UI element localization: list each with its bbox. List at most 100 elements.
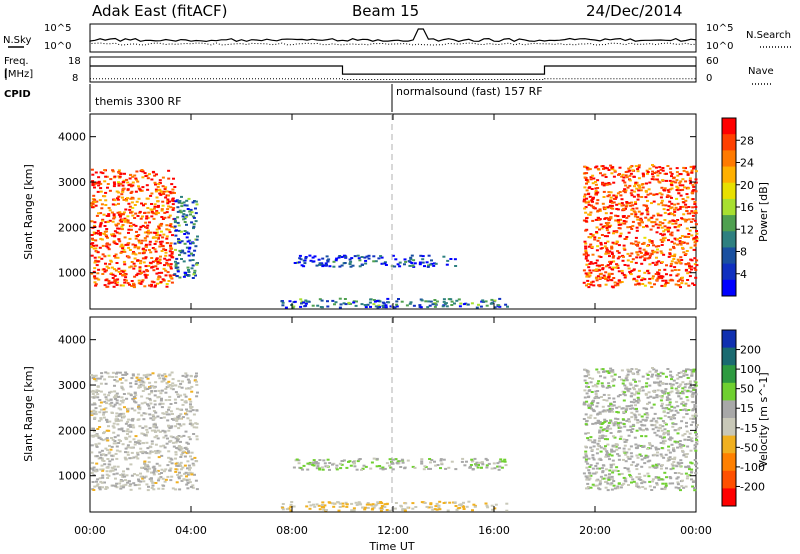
scatter-cell xyxy=(94,379,98,382)
scatter-cell xyxy=(670,182,674,184)
scatter-cell xyxy=(113,216,117,219)
scatter-cell xyxy=(112,214,116,217)
scatter-cell xyxy=(591,280,595,283)
scatter-cell xyxy=(614,266,618,269)
scatter-cell xyxy=(670,463,674,466)
scatter-cell xyxy=(182,213,186,216)
scatter-cell xyxy=(166,198,170,201)
x-tick-label: 00:00 xyxy=(74,524,106,537)
scatter-cell xyxy=(585,284,588,287)
scatter-cell xyxy=(679,459,683,462)
scatter-cell xyxy=(672,258,676,260)
scatter-cell xyxy=(679,376,683,379)
scatter-cell xyxy=(189,374,193,377)
scatter-cell xyxy=(686,475,690,478)
scatter-cell xyxy=(693,263,697,266)
scatter-cell xyxy=(154,265,158,268)
scatter-cell xyxy=(648,384,652,387)
scatter-cell xyxy=(384,264,388,266)
scatter-cell xyxy=(391,462,395,465)
scatter-cell xyxy=(129,463,133,466)
scatter-cell xyxy=(582,418,586,420)
scatter-cell xyxy=(104,234,108,237)
scatter-cell xyxy=(649,395,653,398)
scatter-cell xyxy=(114,256,118,259)
scatter-cell xyxy=(322,508,326,511)
scatter-cell xyxy=(619,232,623,235)
scatter-cell xyxy=(632,175,636,178)
scatter-cell xyxy=(176,269,180,272)
scatter-cell xyxy=(411,465,415,468)
scatter-cell xyxy=(676,405,680,408)
scatter-cell xyxy=(150,210,154,213)
scatter-cell xyxy=(160,250,164,252)
scatter-cell xyxy=(666,165,670,167)
scatter-cell xyxy=(661,234,665,237)
scatter-cell xyxy=(115,402,119,405)
scatter-cell xyxy=(171,191,175,194)
scatter-cell xyxy=(399,466,403,468)
scatter-cell xyxy=(666,208,670,211)
scatter-cell xyxy=(670,260,674,263)
scatter-cell xyxy=(401,461,405,464)
scatter-cell xyxy=(389,466,393,469)
scatter-cell xyxy=(635,280,639,282)
scatter-cell xyxy=(631,478,635,481)
scatter-cell xyxy=(106,186,109,189)
scatter-cell xyxy=(606,279,610,282)
scatter-cell xyxy=(624,184,628,187)
scatter-cell xyxy=(96,190,100,193)
nsky-tick-bottom: 10^0 xyxy=(44,41,71,52)
scatter-cell xyxy=(607,169,611,171)
scatter-cell xyxy=(590,402,594,405)
scatter-cell xyxy=(312,462,315,465)
scatter-cell xyxy=(95,484,99,487)
scatter-cell xyxy=(668,401,672,404)
scatter-cell xyxy=(690,372,694,375)
scatter-cell xyxy=(625,386,629,389)
scatter-cell xyxy=(176,393,180,396)
scatter-cell xyxy=(595,484,599,487)
scatter-cell xyxy=(614,469,618,472)
scatter-cell xyxy=(94,434,98,436)
scatter-cell xyxy=(597,255,601,258)
scatter-cell xyxy=(99,456,103,459)
scatter-cell xyxy=(169,457,173,460)
scatter-cell xyxy=(601,368,605,371)
scatter-cell xyxy=(641,375,645,378)
scatter-cell xyxy=(620,407,624,410)
scatter-cell xyxy=(324,262,328,265)
scatter-cell xyxy=(641,172,645,175)
scatter-cell xyxy=(649,192,653,195)
scatter-cell xyxy=(189,208,193,211)
scatter-cell xyxy=(139,282,143,285)
scatter-cell xyxy=(663,285,667,288)
scatter-cell xyxy=(652,396,656,399)
scatter-cell xyxy=(150,215,154,218)
scatter-cell xyxy=(463,464,467,467)
scatter-cell xyxy=(676,481,680,484)
scatter-cell xyxy=(112,473,116,476)
scatter-cell xyxy=(98,426,102,428)
scatter-cell xyxy=(610,204,614,207)
scatter-cell xyxy=(163,264,166,267)
scatter-cell xyxy=(687,284,691,287)
scatter-cell xyxy=(666,226,670,229)
scatter-cell xyxy=(190,211,194,214)
scatter-cell xyxy=(675,382,679,385)
scatter-cell xyxy=(141,186,145,189)
nave-line xyxy=(90,78,696,80)
scatter-cell xyxy=(178,249,182,252)
y-tick-label: 4000 xyxy=(58,131,86,144)
scatter-cell xyxy=(109,470,112,473)
scatter-cell xyxy=(165,262,169,264)
scatter-cell xyxy=(93,201,97,204)
scatter-cell xyxy=(637,380,641,383)
scatter-cell xyxy=(183,221,187,223)
scatter-cell xyxy=(124,451,127,454)
scatter-cell xyxy=(144,475,148,478)
scatter-cell xyxy=(158,430,162,433)
scatter-cell xyxy=(98,451,102,454)
scatter-cell xyxy=(681,279,684,282)
scatter-cell xyxy=(678,440,682,442)
